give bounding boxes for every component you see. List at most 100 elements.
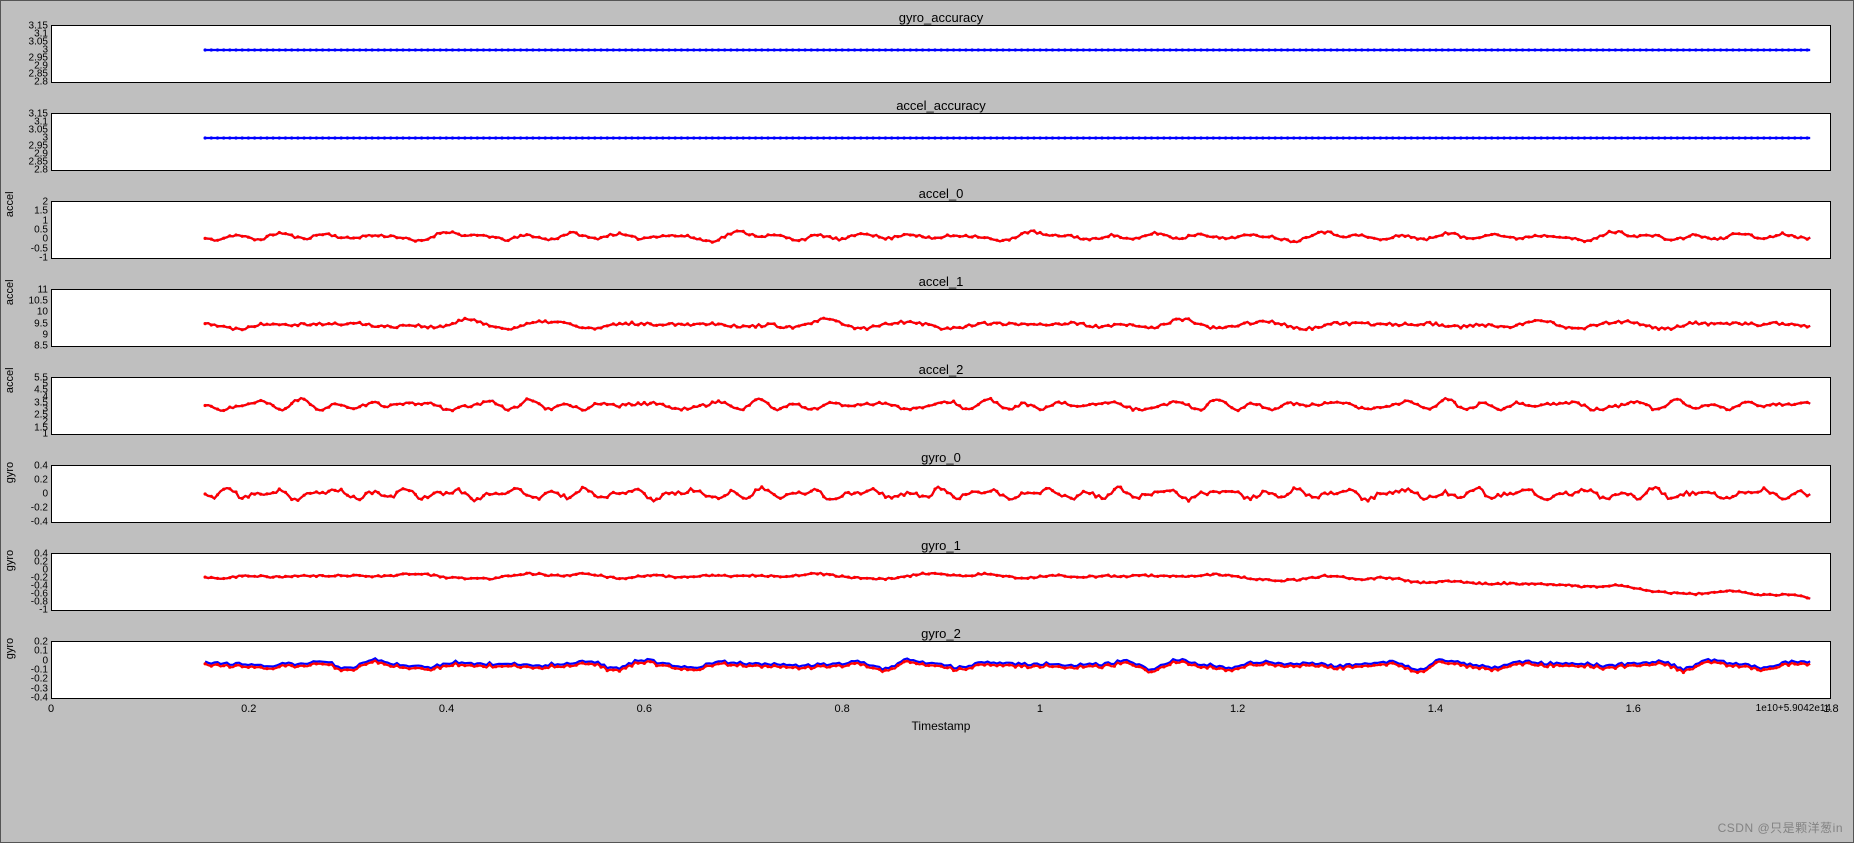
series-marker bbox=[284, 664, 287, 667]
series-marker bbox=[952, 400, 955, 403]
series-marker bbox=[1663, 48, 1666, 51]
series-marker bbox=[946, 326, 949, 329]
series-marker bbox=[290, 48, 293, 51]
series-marker bbox=[1193, 234, 1196, 237]
series-marker bbox=[1731, 321, 1734, 324]
series-marker bbox=[1199, 490, 1202, 493]
series-marker bbox=[1781, 663, 1784, 666]
y-label: gyro bbox=[4, 638, 16, 659]
series-marker bbox=[964, 234, 967, 237]
series-marker bbox=[1162, 403, 1165, 406]
series-marker bbox=[834, 575, 837, 578]
y-tick: 0.2 bbox=[34, 475, 48, 486]
series-marker bbox=[1756, 668, 1759, 671]
series-marker bbox=[1663, 663, 1666, 666]
y-tick: -0.4 bbox=[31, 517, 48, 528]
series-marker bbox=[1750, 401, 1753, 404]
series-marker bbox=[1212, 666, 1215, 669]
series-marker bbox=[717, 574, 720, 577]
series-marker bbox=[711, 495, 714, 498]
series-marker bbox=[847, 136, 850, 139]
series-marker bbox=[309, 575, 312, 578]
series-marker bbox=[1286, 136, 1289, 139]
x-tick: 1 bbox=[1037, 703, 1043, 715]
series-marker bbox=[1385, 136, 1388, 139]
series-marker bbox=[1515, 582, 1518, 585]
series-marker bbox=[1001, 136, 1004, 139]
series-marker bbox=[1577, 48, 1580, 51]
series-marker bbox=[989, 664, 992, 667]
series-marker bbox=[773, 233, 776, 236]
series-marker bbox=[1484, 401, 1487, 404]
series-marker bbox=[216, 136, 219, 139]
series-marker bbox=[1762, 237, 1765, 240]
series-marker bbox=[606, 576, 609, 579]
series-marker bbox=[1601, 48, 1604, 51]
series-marker bbox=[1397, 136, 1400, 139]
series-marker bbox=[470, 48, 473, 51]
series-marker bbox=[1014, 666, 1017, 669]
series-marker bbox=[315, 662, 318, 665]
series-marker bbox=[247, 236, 250, 239]
series-marker bbox=[321, 574, 324, 577]
series-marker bbox=[822, 573, 825, 576]
series-marker bbox=[1162, 574, 1165, 577]
subplot-accel-0: accel_0-1-0.500.511.52accel bbox=[51, 201, 1831, 259]
series-marker bbox=[686, 668, 689, 671]
series-marker bbox=[1731, 136, 1734, 139]
series-marker bbox=[1533, 583, 1536, 586]
series-marker bbox=[1694, 665, 1697, 668]
series-marker bbox=[1206, 235, 1209, 238]
series-marker bbox=[1447, 579, 1450, 582]
series-marker bbox=[1670, 592, 1673, 595]
series-marker bbox=[661, 574, 664, 577]
series-marker bbox=[1707, 136, 1710, 139]
y-label: accel bbox=[4, 279, 16, 305]
series-marker bbox=[1156, 136, 1159, 139]
series-marker bbox=[742, 230, 745, 233]
series-marker bbox=[1465, 325, 1468, 328]
series-marker bbox=[371, 234, 374, 237]
series-marker bbox=[977, 490, 980, 493]
series-marker bbox=[742, 664, 745, 667]
series-marker bbox=[1088, 574, 1091, 577]
series-marker bbox=[1280, 664, 1283, 667]
series-marker bbox=[377, 325, 380, 328]
series-marker bbox=[1614, 321, 1617, 324]
series-marker bbox=[1731, 590, 1734, 593]
series-marker bbox=[1237, 136, 1240, 139]
series-marker bbox=[748, 575, 751, 578]
series-marker bbox=[1639, 401, 1642, 404]
series-marker bbox=[513, 236, 516, 239]
series-marker bbox=[878, 577, 881, 580]
series-marker bbox=[377, 574, 380, 577]
series-marker bbox=[1342, 490, 1345, 493]
series-marker bbox=[1360, 406, 1363, 409]
series-marker bbox=[933, 664, 936, 667]
series-marker bbox=[1051, 404, 1054, 407]
series-marker bbox=[1020, 491, 1023, 494]
series-marker bbox=[853, 234, 856, 237]
series-marker bbox=[909, 320, 912, 323]
series-marker bbox=[698, 575, 701, 578]
series-marker bbox=[1422, 406, 1425, 409]
series-marker bbox=[599, 495, 602, 498]
series-marker bbox=[352, 236, 355, 239]
series-marker bbox=[903, 136, 906, 139]
series-marker bbox=[1156, 326, 1159, 329]
series-marker bbox=[1397, 324, 1400, 327]
series-marker bbox=[210, 48, 213, 51]
series-marker bbox=[896, 48, 899, 51]
series-marker bbox=[1199, 136, 1202, 139]
series-marker bbox=[538, 666, 541, 669]
series-marker bbox=[1738, 404, 1741, 407]
series-marker bbox=[1564, 327, 1567, 330]
series-marker bbox=[1286, 578, 1289, 581]
series-marker bbox=[1001, 406, 1004, 409]
series-marker bbox=[1688, 235, 1691, 238]
series-marker bbox=[1070, 48, 1073, 51]
series-marker bbox=[1360, 136, 1363, 139]
series-marker bbox=[241, 48, 244, 51]
series-marker bbox=[1472, 237, 1475, 240]
series-marker bbox=[1070, 497, 1073, 500]
